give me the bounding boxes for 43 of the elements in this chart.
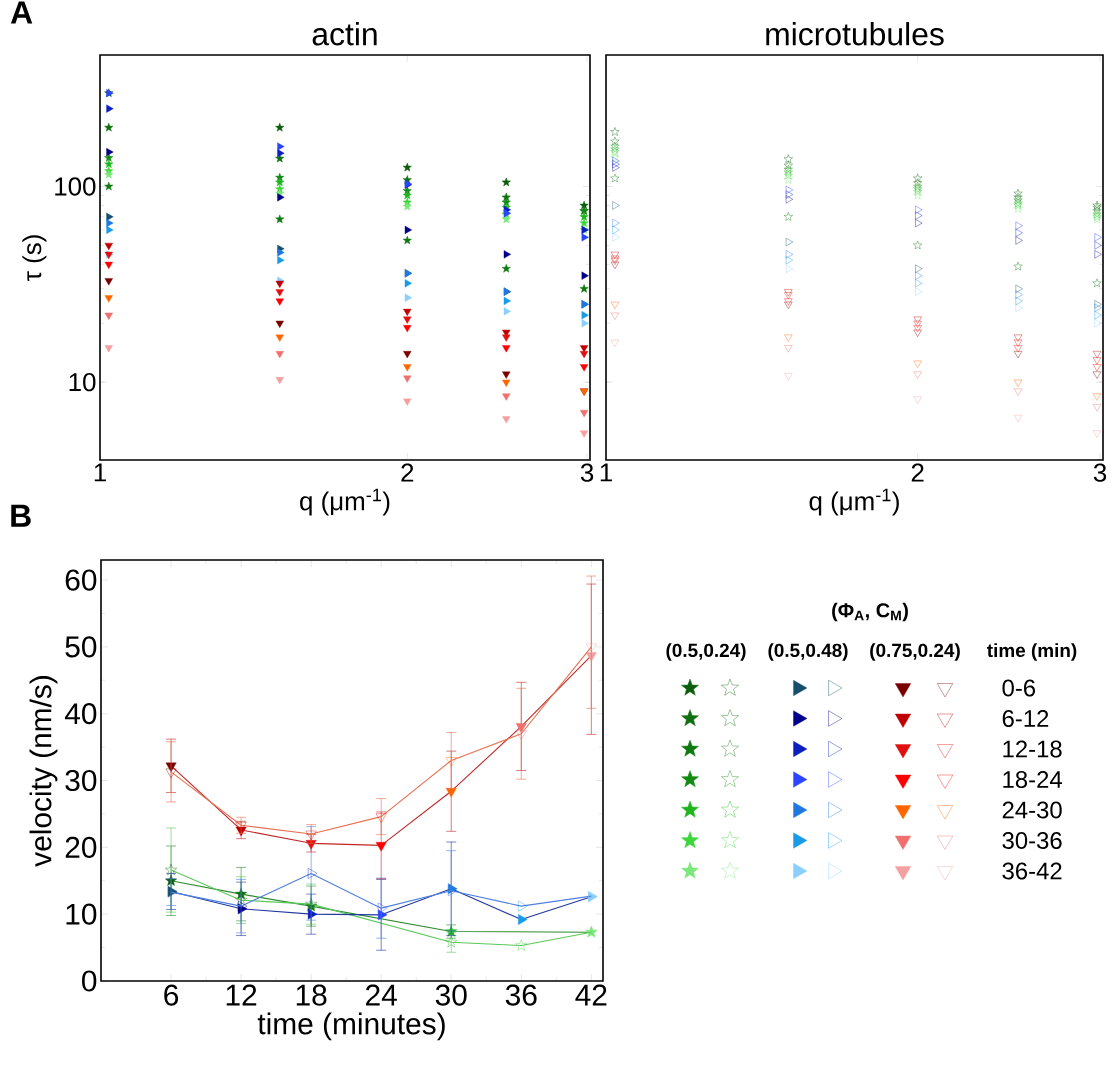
x-tick-label: 24 <box>366 984 397 1006</box>
y-axis-title: τ (s) <box>22 235 47 281</box>
text: 24-30 <box>1002 801 1062 819</box>
text: 36-42 <box>1002 862 1062 880</box>
chart-title: microtubules <box>766 22 944 46</box>
text: 6-12 <box>1002 710 1049 727</box>
x-tick-label: 12 <box>226 984 257 1006</box>
x-tick-label: 36 <box>505 984 537 1006</box>
y-tick-label: 20 <box>65 836 97 858</box>
text: (0.5,0.48) <box>768 643 848 661</box>
y-tick-label: 0 <box>82 970 97 992</box>
x-tick-label: 2 <box>911 463 924 482</box>
x-axis-title: q (μm$^{-1}$) <box>300 488 390 516</box>
x-axis-title: q (μm$^{-1}$) <box>809 488 899 516</box>
x-axis-title: time (minutes) <box>257 1012 445 1041</box>
text: time (min) <box>987 643 1077 661</box>
y-tick-label: 100 <box>55 177 96 196</box>
text: 18-24 <box>1003 771 1062 788</box>
x-tick-label: 42 <box>575 984 607 1006</box>
legend-title: (Φ$_{A}$, C$_{M}$) <box>832 602 908 622</box>
text: B <box>11 504 31 527</box>
x-tick-label: 3 <box>1093 463 1107 482</box>
chart-title: actin <box>312 22 377 46</box>
y-tick-label: 10 <box>69 372 96 392</box>
text: 0-6 <box>1002 679 1036 697</box>
y-tick-label: 60 <box>65 569 97 591</box>
y-tick-label: 30 <box>65 769 97 792</box>
text: 12-18 <box>1003 740 1062 758</box>
x-tick-label: 3 <box>580 463 594 482</box>
text: (0.75,0.24) <box>870 643 960 661</box>
x-tick-label: 2 <box>401 463 414 482</box>
x-tick-label: 1 <box>94 463 106 482</box>
y-axis-title: velocity (nm/s) <box>29 676 58 867</box>
y-tick-label: 40 <box>64 703 97 725</box>
text: (0.5,0.24) <box>666 643 746 661</box>
x-tick-label: 6 <box>164 984 179 1006</box>
x-tick-label: 1 <box>600 463 612 482</box>
y-tick-label: 50 <box>65 636 97 658</box>
text: 30-36 <box>1002 832 1062 849</box>
y-tick-label: 10 <box>66 903 97 925</box>
x-tick-label: 18 <box>296 984 327 1006</box>
text: A <box>10 1 33 24</box>
x-tick-label: 30 <box>435 984 467 1006</box>
